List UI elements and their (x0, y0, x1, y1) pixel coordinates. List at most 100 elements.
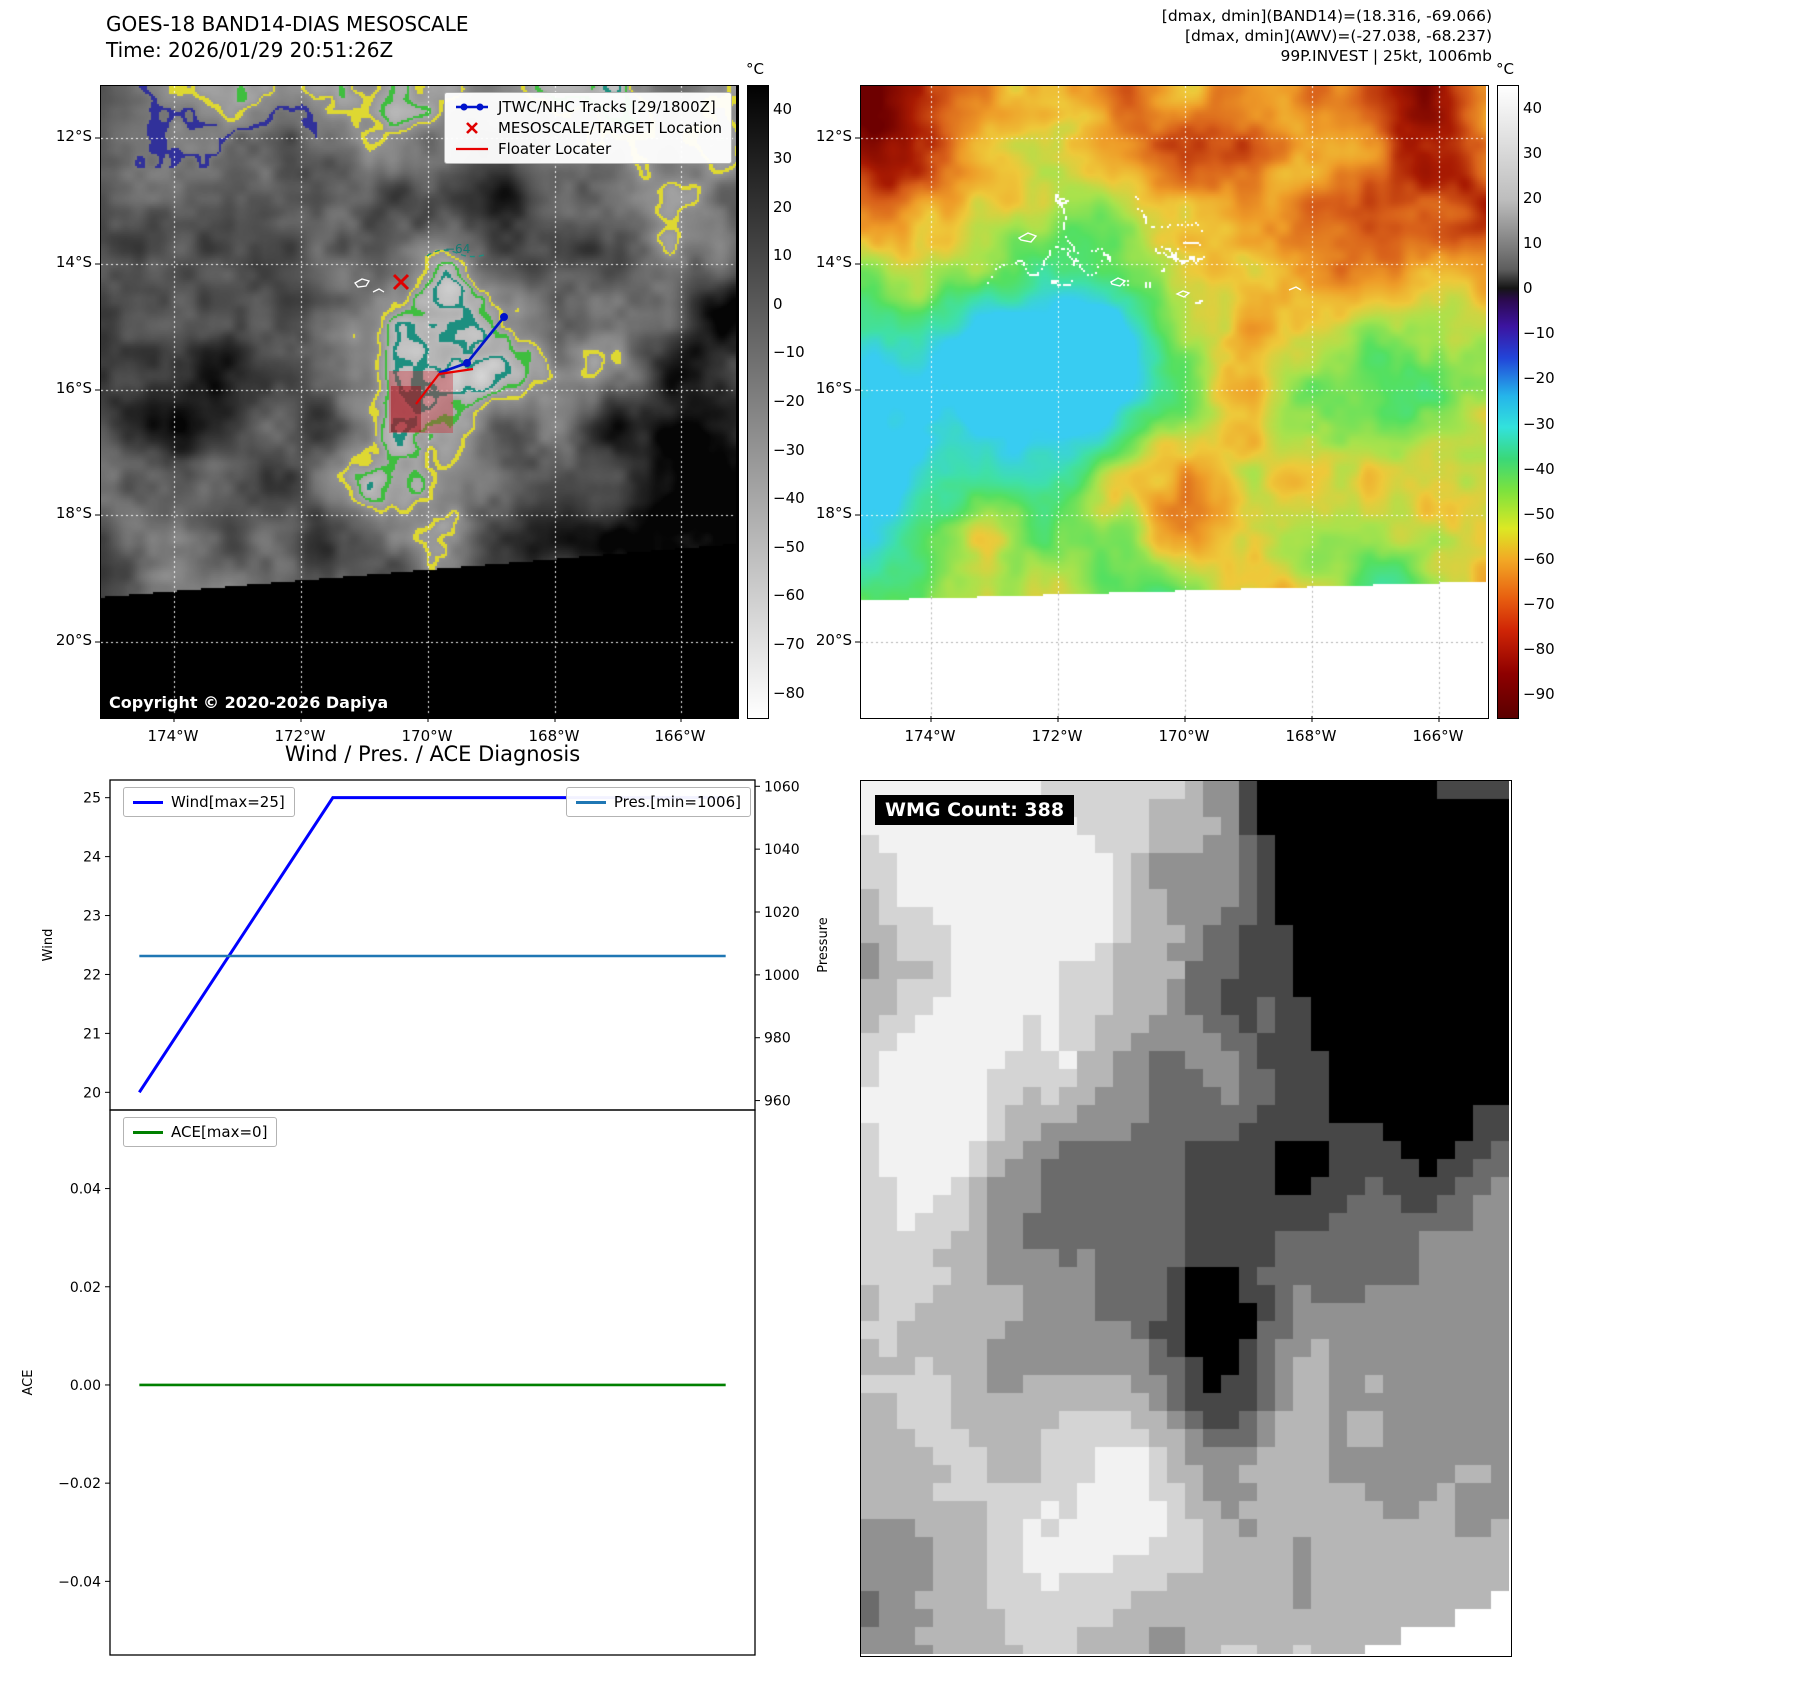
colorbar-tick-label: −10 (1523, 324, 1555, 343)
colorbar-tick-label: −90 (1523, 685, 1555, 704)
awv-map-panel (855, 85, 1489, 722)
lat-tick-label: 18°S (815, 504, 852, 522)
colorbar-tick-label: 10 (1523, 234, 1543, 252)
colorbar-tick-label: −10 (773, 343, 805, 362)
track-line-icon (455, 103, 488, 111)
lon-tick-label: 166°W (654, 727, 706, 745)
lon-tick-label: 174°W (147, 727, 199, 745)
y-tick-label: 0.02 (70, 1280, 101, 1296)
lat-tick-label: 12°S (815, 127, 852, 145)
y-tick-label: −0.02 (58, 1476, 101, 1492)
colorbar-tick-label: −30 (773, 440, 805, 459)
lon-tick-label: 168°W (528, 727, 580, 745)
lon-tick-label: 170°W (401, 727, 453, 745)
colorbar-tick-label: −40 (1523, 459, 1555, 478)
lat-tick-label: 14°S (815, 253, 852, 271)
jtwc-track-line (438, 316, 506, 375)
awv-colorbar (1497, 85, 1519, 719)
y-tick-label: 980 (764, 1031, 791, 1047)
y-tick-label: 21 (83, 1026, 101, 1042)
colorbar-tick-label: −70 (773, 635, 805, 654)
lat-tick-label: 16°S (815, 379, 852, 397)
colorbar-tick-label: −40 (773, 489, 805, 508)
map-legend: JTWC/NHC Tracks [29/1800Z] MESOSCALE/TAR… (443, 92, 732, 164)
band14-map-panel: JTWC/NHC Tracks [29/1800Z] MESOSCALE/TAR… (95, 85, 739, 722)
colorbar-tick-label: −60 (1523, 550, 1555, 568)
lat-tick-label: 12°S (55, 127, 92, 145)
lon-tick-label: 166°W (1412, 727, 1464, 745)
ace-line-icon (133, 1130, 163, 1134)
colorbar-tick-label: −20 (773, 392, 805, 410)
colorbar-tick-label: −70 (1523, 595, 1555, 614)
band14-colorbar (747, 85, 769, 719)
coastline-outline (354, 278, 385, 293)
y-tick-label: 1060 (764, 779, 800, 795)
colorbar-tick-label: 40 (1523, 98, 1543, 117)
target-x-icon (466, 122, 478, 134)
wmg-pixel-image (861, 781, 1509, 1654)
diagnosis-title: Wind / Pres. / ACE Diagnosis (284, 742, 581, 766)
y-tick-label: 24 (83, 850, 101, 866)
band14-annotations (95, 137, 682, 722)
colorbar-tick-label: −60 (773, 586, 805, 605)
colorbar-tick-label: 30 (1523, 143, 1543, 162)
colorbar-tick-label: −20 (1523, 369, 1555, 388)
y-tick-label: 1000 (764, 968, 800, 984)
wind-legend: Wind[max=25] (123, 787, 295, 817)
pressure-line-icon (575, 800, 606, 804)
lat-tick-label: 18°S (55, 504, 92, 522)
lon-tick-label: 172°W (1031, 727, 1083, 745)
floater-line (415, 367, 474, 405)
info-dmax-dmin-awv: [dmax, dmin](AWV)=(-27.038, -68.237) (1185, 27, 1492, 45)
legend-label-tracks: JTWC/NHC Tracks [29/1800Z] (497, 98, 716, 116)
y-tick-label: 0.04 (70, 1182, 101, 1198)
y-tick-label: 25 (83, 791, 101, 807)
lon-tick-label: 170°W (1158, 727, 1210, 745)
wmg-panel: WMG Count: 388 (860, 780, 1512, 1657)
y-tick-label: 23 (83, 909, 101, 925)
colorbar-tick-label: 40 (773, 100, 793, 119)
target-x-marker (392, 273, 410, 291)
awv-info-block: [dmax, dmin](BAND14)=(18.316, -69.066) [… (1000, 6, 1492, 66)
y-tick-label: 0.00 (70, 1378, 101, 1394)
awv-colorbar-unit: °C (1496, 60, 1514, 78)
colorbar-tick-label: 20 (773, 197, 793, 216)
wind-line (138, 796, 726, 1094)
legend-item-tracks: JTWC/NHC Tracks [29/1800Z] (454, 98, 722, 116)
colorbar-tick-label: 20 (1523, 188, 1543, 207)
wmg-count-label: WMG Count: 388 (875, 795, 1075, 825)
axis-label: Pressure (816, 917, 831, 973)
lat-tick-label: 20°S (815, 631, 852, 649)
axis-label: ACE (21, 1370, 36, 1396)
wind-legend-label: Wind[max=25] (171, 793, 285, 811)
colorbar-tick-label: −80 (1523, 640, 1555, 659)
lat-tick-label: 16°S (55, 379, 92, 397)
coastline-outline (1017, 232, 1302, 298)
y-tick-label: 20 (83, 1085, 101, 1101)
axis-label: Wind (41, 929, 56, 962)
awv-annotations (855, 137, 1440, 722)
y-tick-label: −0.04 (58, 1574, 101, 1590)
legend-item-target: MESOSCALE/TARGET Location (454, 119, 722, 137)
colorbar-tick-label: 10 (773, 246, 793, 265)
colorbar-tick-label: −50 (1523, 504, 1555, 523)
floater-line-icon (455, 147, 488, 151)
colorbar-tick-label: −50 (773, 537, 805, 556)
lat-tick-label: 20°S (55, 631, 92, 649)
copyright-text: Copyright © 2020-2026 Dapiya (109, 693, 389, 712)
lon-tick-label: 168°W (1285, 727, 1337, 745)
colorbar-tick-label: −80 (773, 683, 805, 702)
lon-tick-label: 172°W (274, 727, 326, 745)
ace-legend: ACE[max=0] (123, 1117, 278, 1147)
y-tick-label: 1020 (764, 905, 800, 921)
wind-line-icon (133, 800, 163, 804)
colorbar-tick-label: 0 (773, 294, 783, 313)
band14-colorbar-unit: °C (746, 60, 764, 78)
lon-tick-label: 174°W (904, 727, 956, 745)
lat-tick-label: 14°S (55, 253, 92, 271)
band14-title: GOES-18 BAND14-DIAS MESOSCALE (106, 12, 469, 36)
pressure-legend: Pres.[min=1006] (565, 787, 751, 817)
legend-label-floater: Floater Locater (497, 140, 612, 158)
band14-time-subtitle: Time: 2026/01/29 20:51:26Z (106, 38, 394, 62)
y-tick-label: 960 (764, 1094, 791, 1110)
